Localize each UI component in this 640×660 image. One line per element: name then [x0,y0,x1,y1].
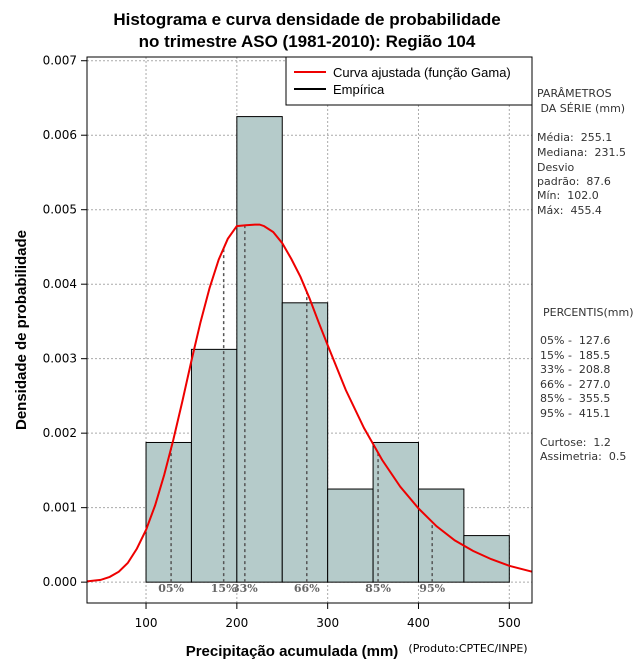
y-tick-label-1: 0.001 [43,501,77,515]
params-title-2: DA SÉRIE (mm) [537,102,625,115]
y-tick-label-7: 0.007 [43,54,77,68]
stat-mediana: Mediana: 231.5 [537,146,626,159]
percentile-label-4: 85% [365,582,391,595]
histogram-bar-5 [372,441,419,583]
histogram-bar-2 [236,116,283,583]
percentile-label-5: 95% [419,582,445,595]
legend: Curva ajustada (função Gama) Empírica [285,56,533,106]
percentil-85: 85% - 355.5 [540,392,610,405]
percentile-label-3: 66% [294,582,320,595]
percentil-05: 05% - 127.6 [540,334,610,347]
y-tick-label-4: 0.004 [43,277,77,291]
percentile-label-2: 33% [232,582,258,595]
legend-box [285,56,533,106]
stat-curtose: Curtose: 1.2 [540,436,611,449]
x-tick-label-2: 300 [316,616,339,630]
histogram-bar-7 [463,535,510,583]
product-credit: (Produto:CPTEC/INPE) [408,642,527,655]
histogram-bar-6 [417,488,465,583]
x-tick-label-0: 100 [135,616,158,630]
y-tick-label-3: 0.003 [43,352,77,366]
percentil-66: 66% - 277.0 [540,378,610,391]
chart-title-line1: Histograma e curva densidade de probabil… [113,10,500,29]
legend-label-curve: Curva ajustada (função Gama) [333,65,511,80]
y-tick-label-2: 0.002 [43,426,77,440]
y-axis-title: Densidade de probabilidade [13,230,30,430]
histogram-bar-4 [327,488,374,583]
percentil-33: 33% - 208.8 [540,363,610,376]
params-title-1: PARÂMETROS [537,87,612,100]
chart-title-line2: no trimestre ASO (1981-2010): Região 104 [139,32,476,51]
stat-desvio-2: padrão: 87.6 [537,175,611,188]
stat-desvio-1: Desvio [537,161,575,174]
percentile-lines [170,225,433,583]
y-tick-label-0: 0.000 [43,575,77,589]
legend-label-empirical: Empírica [333,82,385,97]
stat-max: Máx: 455.4 [537,204,602,217]
histogram-bar-3 [281,302,329,583]
percentile-labels: 05% 15%33% 66% 85% 95% [158,582,445,595]
stat-media: Média: 255.1 [537,131,612,144]
x-axis-ticks: 100 200 300 400 500 [135,603,521,630]
side-panel: PARÂMETROS DA SÉRIE (mm) Média: 255.1 Me… [537,87,634,463]
x-tick-label-3: 400 [407,616,430,630]
percentile-label-0: 05% [158,582,184,595]
percentile-label-1: 15% [211,582,237,595]
x-tick-label-4: 500 [498,616,521,630]
x-axis-title: Precipitação acumulada (mm) [186,643,399,660]
y-axis-ticks: 0.000 0.001 0.002 0.003 0.004 0.005 0.006 0.007 [43,54,87,589]
y-tick-label-5: 0.005 [43,203,77,217]
stat-min: Mín: 102.0 [537,189,599,202]
percentil-95: 95% - 415.1 [540,407,610,420]
percentil-15: 15% - 185.5 [540,349,610,362]
x-tick-label-1: 200 [225,616,248,630]
histogram-bar-1 [190,348,238,583]
percentis-title: PERCENTIS(mm) [543,306,634,319]
stat-assimetria: Assimetria: 0.5 [540,450,626,463]
fitted-gamma-curve [86,223,533,583]
y-tick-label-6: 0.006 [43,128,77,142]
